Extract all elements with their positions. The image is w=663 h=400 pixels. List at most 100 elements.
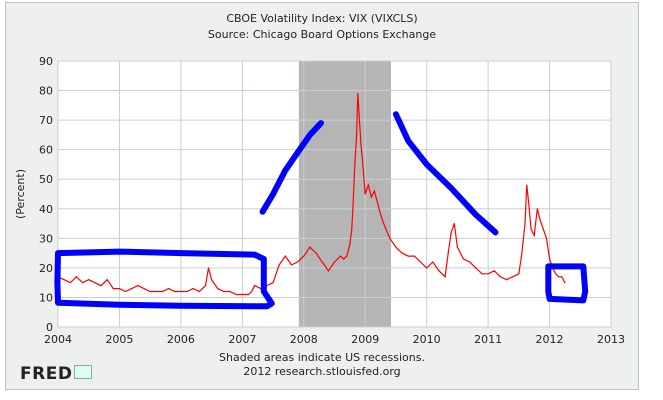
data-point bbox=[426, 267, 428, 269]
data-point bbox=[327, 270, 329, 272]
data-point bbox=[505, 279, 508, 281]
data-point bbox=[174, 290, 176, 293]
series-line-vix bbox=[57, 93, 566, 296]
data-point bbox=[207, 267, 210, 269]
fred-logo-text: FRED bbox=[20, 364, 73, 384]
y-tick-50: 50 bbox=[39, 173, 53, 186]
data-point bbox=[223, 290, 225, 293]
recession-note: Shaded areas indicate US recessions. bbox=[219, 351, 425, 364]
tick-labels: 2004 2005 2006 2007 2008 2009 2010 2011 2012 2013… bbox=[39, 55, 625, 346]
data-point bbox=[198, 290, 200, 293]
blue-falling-trend-line bbox=[392, 111, 499, 236]
data-point bbox=[354, 163, 356, 166]
data-point bbox=[137, 285, 139, 287]
x-tick-2008: 2008 bbox=[290, 333, 318, 346]
data-point bbox=[413, 255, 415, 257]
data-point bbox=[303, 255, 305, 257]
vix-chart: CBOE Volatility Index: VIX (VIXCLS) Sour… bbox=[14, 12, 625, 378]
data-point bbox=[356, 134, 358, 136]
data-point bbox=[358, 113, 360, 115]
data-point bbox=[475, 267, 477, 269]
data-point bbox=[192, 287, 194, 290]
data-point bbox=[360, 143, 362, 145]
data-point bbox=[275, 273, 277, 275]
data-point bbox=[241, 293, 243, 296]
data-point bbox=[321, 261, 323, 263]
y-tick-60: 60 bbox=[39, 144, 53, 157]
data-point bbox=[545, 237, 548, 239]
recession-shading bbox=[298, 61, 392, 327]
data-point bbox=[186, 290, 188, 293]
data-point bbox=[533, 234, 535, 236]
data-point bbox=[373, 190, 376, 192]
data-point bbox=[462, 258, 465, 260]
data-point bbox=[75, 276, 78, 278]
data-point bbox=[290, 264, 293, 266]
x-tick-2010: 2010 bbox=[413, 333, 441, 346]
data-point bbox=[367, 184, 369, 186]
y-tick-20: 20 bbox=[39, 262, 53, 275]
fred-logo: FRED bbox=[20, 364, 93, 384]
y-tick-80: 80 bbox=[39, 85, 53, 98]
data-point bbox=[493, 270, 495, 272]
data-point bbox=[357, 92, 359, 95]
data-point bbox=[106, 279, 108, 281]
x-tick-2011: 2011 bbox=[474, 333, 502, 346]
data-point bbox=[297, 261, 299, 263]
fred-chart-icon bbox=[74, 365, 93, 379]
data-point bbox=[407, 255, 409, 257]
data-point bbox=[351, 228, 353, 231]
data-point bbox=[352, 208, 354, 210]
x-tick-2012: 2012 bbox=[536, 333, 564, 346]
data-point bbox=[389, 237, 391, 239]
data-point bbox=[419, 261, 422, 263]
grid-lines bbox=[57, 60, 612, 328]
data-point bbox=[438, 270, 440, 272]
blue-rising-trend-line bbox=[259, 120, 324, 215]
data-point bbox=[315, 252, 317, 254]
data-point bbox=[383, 222, 385, 225]
x-tick-2004: 2004 bbox=[44, 333, 72, 346]
data-point bbox=[149, 290, 151, 293]
data-point bbox=[204, 285, 207, 287]
data-point bbox=[94, 282, 96, 284]
data-point bbox=[447, 252, 449, 254]
data-point bbox=[272, 282, 274, 284]
data-point bbox=[250, 290, 253, 293]
data-point bbox=[395, 246, 397, 248]
data-point bbox=[63, 279, 65, 281]
data-point bbox=[143, 287, 145, 290]
data-point bbox=[88, 279, 90, 281]
y-tick-40: 40 bbox=[39, 203, 53, 216]
data-point bbox=[155, 290, 157, 293]
data-point bbox=[512, 276, 514, 278]
data-point bbox=[343, 258, 345, 260]
data-point bbox=[364, 193, 366, 195]
data-point bbox=[376, 202, 379, 204]
data-point bbox=[469, 261, 471, 263]
data-point bbox=[333, 261, 336, 263]
x-tick-2007: 2007 bbox=[228, 333, 256, 346]
data-point bbox=[235, 293, 237, 296]
data-point bbox=[444, 276, 446, 278]
data-point bbox=[564, 282, 566, 284]
data-point bbox=[432, 261, 434, 263]
x-tick-2013: 2013 bbox=[597, 333, 625, 346]
data-point bbox=[481, 273, 483, 275]
data-point bbox=[254, 285, 256, 287]
y-tick-90: 90 bbox=[39, 55, 53, 68]
data-point bbox=[536, 208, 538, 210]
data-point bbox=[539, 220, 541, 222]
data-point bbox=[309, 246, 311, 248]
data-point bbox=[362, 163, 364, 166]
recession-band-0 bbox=[298, 61, 392, 327]
y-tick-70: 70 bbox=[39, 114, 53, 127]
data-point bbox=[370, 196, 372, 198]
data-point bbox=[112, 287, 114, 290]
data-point bbox=[521, 252, 523, 254]
data-point bbox=[499, 276, 501, 278]
data-point bbox=[81, 282, 84, 284]
chart-subtitle: Source: Chicago Board Options Exchange bbox=[208, 28, 436, 41]
data-point bbox=[450, 231, 452, 234]
data-point bbox=[247, 293, 250, 296]
